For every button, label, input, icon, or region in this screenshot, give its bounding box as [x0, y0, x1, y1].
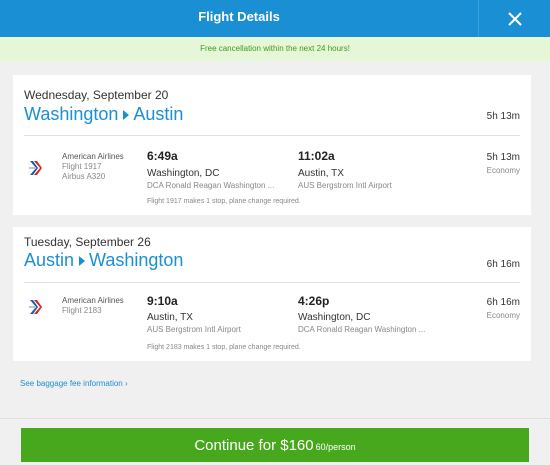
chevron-right-icon: › — [124, 379, 128, 388]
cabin-class: Economy — [486, 311, 520, 320]
route-arrow-icon — [79, 255, 86, 266]
origin-city: Austin — [24, 250, 75, 270]
continue-button[interactable]: Continue for $160 60/person — [21, 428, 529, 462]
baggage-fee-link-label: See baggage fee information — [20, 379, 123, 388]
arrival-airport: AUS Bergstrom Intl Airport — [298, 181, 392, 190]
arrival-time: 11:02a — [298, 149, 335, 163]
airline-info: American Airlines Flight 2183 — [62, 296, 124, 316]
trip-route: Washington Austin — [24, 104, 183, 125]
departure-city: Austin, TX — [147, 312, 193, 323]
arrival-airport: DCA Ronald Reagan Washington ... — [298, 325, 426, 334]
departure-airport: AUS Bergstrom Intl Airport — [147, 325, 241, 334]
stop-note: Flight 1917 makes 1 stop, plane change r… — [147, 198, 301, 205]
trip-total-duration: 5h 13m — [486, 111, 520, 122]
close-icon — [507, 11, 522, 26]
stop-note: Flight 2183 makes 1 stop, plane change r… — [147, 344, 301, 351]
airline-name: American Airlines — [62, 152, 124, 161]
flight-number: Flight 1917 — [62, 162, 102, 171]
arrival-city: Austin, TX — [298, 168, 344, 179]
divider — [0, 418, 550, 419]
trip-date: Tuesday, September 26 — [24, 235, 151, 249]
header-bar: Flight Details — [0, 0, 550, 37]
outbound-trip-card: Wednesday, September 20 Washington Austi… — [13, 75, 531, 215]
return-trip-card: Tuesday, September 26 Austin Washington … — [13, 227, 531, 361]
departure-time: 9:10a — [147, 294, 178, 308]
departure-time: 6:49a — [147, 149, 178, 163]
trip-date: Wednesday, September 20 — [24, 88, 169, 102]
trip-route: Austin Washington — [24, 250, 183, 271]
per-person-label: 60/person — [315, 442, 356, 452]
origin-city: Washington — [24, 104, 119, 124]
divider — [24, 282, 520, 283]
continue-button-label: Continue for $160 — [194, 436, 314, 454]
segment-duration: 5h 13m — [486, 152, 520, 163]
route-arrow-icon — [123, 109, 130, 120]
departure-city: Washington, DC — [147, 168, 220, 179]
destination-city: Washington — [89, 250, 184, 270]
flight-number: Flight 2183 — [62, 306, 102, 315]
free-cancellation-banner: Free cancellation within the next 24 hou… — [0, 37, 550, 61]
arrival-city: Washington, DC — [298, 312, 371, 323]
american-airlines-logo-icon — [29, 161, 42, 175]
baggage-fee-link[interactable]: See baggage fee information › — [20, 379, 128, 388]
airline-info: American Airlines Flight 1917 Airbus A32… — [62, 152, 124, 182]
close-button[interactable] — [478, 0, 550, 37]
divider — [24, 135, 520, 136]
trip-total-duration: 6h 16m — [486, 259, 520, 270]
destination-city: Austin — [133, 104, 184, 124]
cabin-class: Economy — [486, 166, 520, 175]
departure-airport: DCA Ronald Reagan Washington ... — [147, 181, 275, 190]
aircraft-type: Airbus A320 — [62, 172, 106, 181]
page-title: Flight Details — [198, 9, 280, 24]
arrival-time: 4:26p — [298, 294, 330, 308]
segment-duration: 6h 16m — [486, 297, 520, 308]
american-airlines-logo-icon — [29, 300, 42, 314]
airline-name: American Airlines — [62, 296, 124, 305]
